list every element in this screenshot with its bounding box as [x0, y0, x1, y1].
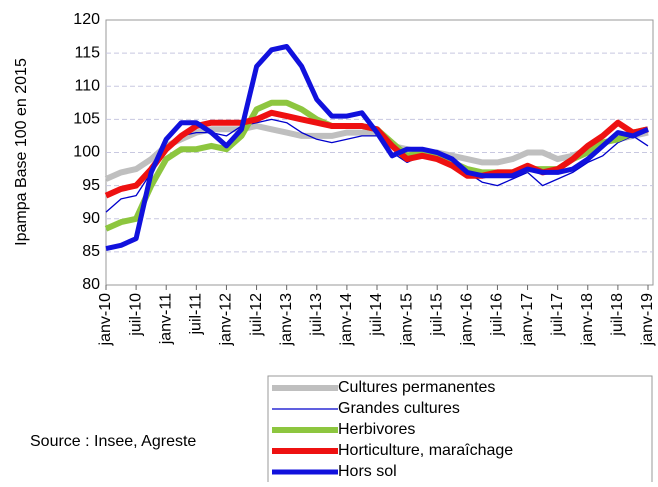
legend-label: Hors sol	[338, 463, 397, 480]
x-tick-label: janv-15	[398, 293, 415, 347]
series-line	[105, 44, 650, 252]
x-tick-label: janv-12	[218, 293, 235, 347]
x-tick-label: juil-11	[188, 293, 205, 336]
y-tick-label: 100	[73, 144, 100, 161]
x-tick-label: juil-14	[368, 293, 385, 337]
y-tick-label: 80	[82, 276, 100, 293]
legend-label: Herbivores	[338, 421, 415, 438]
x-tick-label: juil-16	[489, 293, 506, 337]
y-tick-label: 105	[73, 111, 100, 128]
x-tick-label: janv-17	[519, 293, 536, 347]
x-tick-label: janv-16	[459, 293, 476, 347]
x-tick-label: juil-18	[609, 293, 626, 337]
legend-label: Horticulture, maraîchage	[338, 442, 513, 459]
x-tick-label: janv-11	[157, 293, 174, 345]
y-tick-label: 85	[82, 243, 100, 260]
y-axis-label: Ipampa Base 100 en 2015	[13, 58, 30, 246]
x-tick-label: janv-19	[639, 293, 656, 347]
y-tick-label: 115	[74, 44, 100, 61]
x-tick-label: juil-12	[248, 293, 265, 337]
y-tick-label: 90	[82, 210, 100, 227]
x-tick-label: juil-17	[549, 293, 566, 337]
x-tick-label: janv-18	[579, 293, 596, 347]
source-note: Source : Insee, Agreste	[30, 433, 196, 450]
legend-label: Grandes cultures	[338, 400, 460, 417]
y-tick-label: 110	[74, 77, 100, 94]
x-tick-label: juil-15	[428, 293, 445, 337]
y-tick-label: 120	[73, 11, 100, 28]
x-tick-label: juil-10	[127, 293, 144, 337]
legend-label: Cultures permanentes	[338, 379, 495, 396]
x-tick-label: janv-13	[278, 293, 295, 347]
x-tick-label: juil-13	[308, 293, 325, 337]
x-tick-label: janv-14	[338, 293, 355, 347]
x-tick-label: janv-10	[97, 293, 114, 347]
y-tick-label: 95	[82, 177, 100, 194]
